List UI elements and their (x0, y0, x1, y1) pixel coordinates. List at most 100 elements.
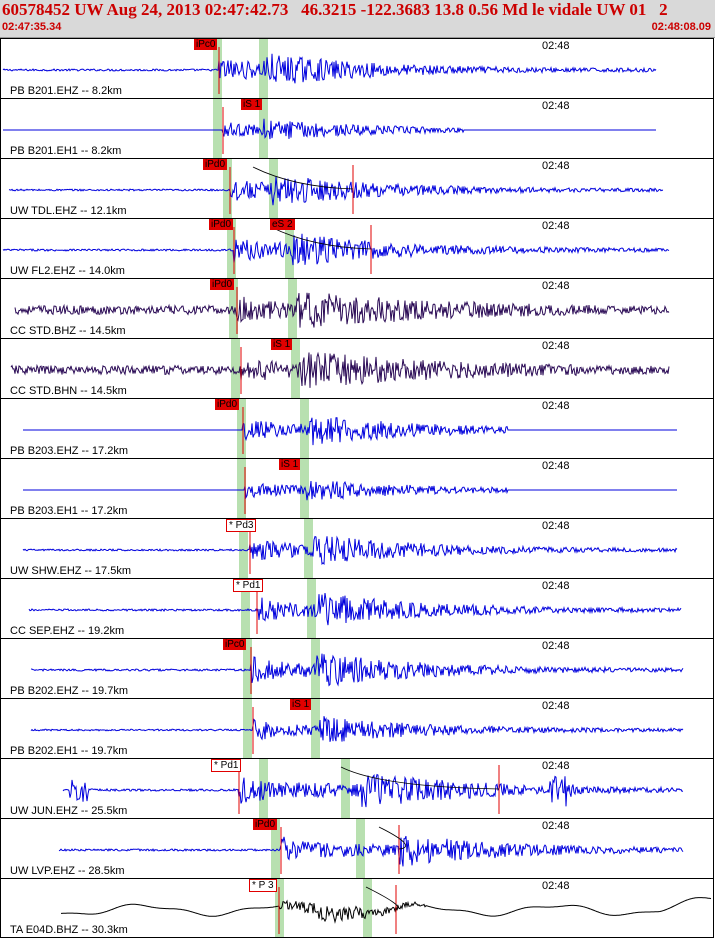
seismogram-trace-svg (2, 219, 670, 278)
event-header: 60578452 UW Aug 24, 2013 02:47:42.73 46.… (0, 0, 715, 38)
arrival-window-band (356, 819, 365, 878)
trace-panel: * Pd1 02:48 UW JUN.EHZ -- 25.5km (0, 758, 714, 818)
phase-pick-label[interactable]: * P 3 (249, 879, 277, 892)
time-tick-label: 02:48 (542, 520, 570, 532)
phase-pick-label[interactable]: iS 1 (290, 699, 312, 710)
seismogram-trace-svg (3, 99, 656, 158)
time-tick-label: 02:48 (542, 220, 570, 232)
arrival-window-band (271, 819, 280, 878)
trace-panel: iPc0 02:48 PB B202.EHZ -- 19.7km (0, 638, 714, 698)
station-channel-label: TA E04D.BHZ -- 30.3km (10, 924, 128, 936)
station-channel-label: PB B202.EHZ -- 19.7km (10, 685, 128, 697)
trace-panel: iS 1 02:48 PB B202.EH1 -- 19.7km (0, 698, 714, 758)
phase-pick-label[interactable]: iPd0 (253, 819, 278, 830)
arrival-window-band (223, 159, 232, 218)
time-tick-label: 02:48 (542, 760, 570, 772)
waveform-line (30, 653, 684, 687)
trace-panel: iS 1 02:48 PB B201.EH1 -- 8.2km (0, 98, 714, 158)
seismogram-trace-svg (22, 519, 678, 578)
time-tick-label: 02:48 (542, 340, 570, 352)
arrival-window-band (213, 39, 222, 98)
seismogram-trace-svg (30, 639, 684, 698)
seismogram-trace-svg (62, 759, 684, 818)
waveform-line (58, 835, 684, 867)
phase-pick-label[interactable]: * Pd3 (226, 519, 257, 532)
arrival-window-band (213, 99, 222, 158)
trace-panel: iPd0 eS 2 02:48 UW FL2.EHZ -- 14.0km (0, 218, 714, 278)
coda-decay-curve (252, 166, 354, 190)
arrival-window-band (237, 459, 246, 518)
time-tick-label: 02:48 (542, 100, 570, 112)
station-channel-label: UW JUN.EHZ -- 25.5km (10, 805, 128, 817)
trace-panel: iPd0 02:48 UW LVP.EHZ -- 28.5km (0, 818, 714, 878)
trace-panel: * Pd3 02:48 UW SHW.EHZ -- 17.5km (0, 518, 714, 578)
seismogram-trace-svg (2, 39, 657, 98)
trace-panel: iPd0 02:48 UW TDL.EHZ -- 12.1km (0, 158, 714, 218)
event-title: 60578452 UW Aug 24, 2013 02:47:42.73 46.… (2, 0, 668, 19)
seismogram-trace-svg (8, 159, 664, 218)
station-channel-label: PB B203.EHZ -- 17.2km (10, 445, 128, 457)
phase-pick-label[interactable]: iS 1 (279, 459, 301, 470)
waveform-line (62, 773, 684, 808)
waveform-line (2, 53, 657, 84)
arrival-window-band (304, 519, 313, 578)
seismogram-trace-svg (58, 819, 684, 878)
coda-decay-curve (270, 226, 372, 250)
time-tick-label: 02:48 (542, 400, 570, 412)
phase-pick-label[interactable]: iPc0 (223, 639, 247, 650)
seismogram-trace-svg (23, 459, 677, 518)
arrival-window-band (259, 759, 268, 818)
phase-pick-label[interactable]: eS 2 (270, 219, 295, 230)
station-channel-label: UW TDL.EHZ -- 12.1km (10, 205, 127, 217)
arrival-window-band (239, 519, 248, 578)
station-channel-label: CC STD.BHN -- 14.5km (10, 385, 127, 397)
time-tick-label: 02:48 (542, 280, 570, 292)
trace-panel: iS 1 02:48 CC STD.BHN -- 14.5km (0, 338, 714, 398)
station-channel-label: UW SHW.EHZ -- 17.5km (10, 565, 132, 577)
arrival-window-band (229, 279, 238, 338)
time-tick-label: 02:48 (542, 580, 570, 592)
phase-pick-label[interactable]: * Pd1 (233, 579, 264, 592)
trace-panel: * P 3 02:48 TA E04D.BHZ -- 30.3km (0, 878, 714, 938)
time-tick-label: 02:48 (542, 820, 570, 832)
time-tick-label: 02:48 (542, 700, 570, 712)
arrival-window-band (291, 339, 300, 398)
coda-decay-curve (340, 766, 500, 790)
arrival-window-band (237, 399, 246, 458)
waveform-line (2, 233, 670, 266)
time-tick-label: 02:48 (542, 880, 570, 892)
phase-pick-label[interactable]: iPd0 (210, 279, 235, 290)
arrival-window-band (363, 879, 372, 937)
arrival-window-band (243, 699, 252, 758)
station-channel-label: CC SEP.EHZ -- 19.2km (10, 625, 125, 637)
time-tick-label: 02:48 (542, 40, 570, 52)
phase-pick-label[interactable]: iS 1 (241, 99, 263, 110)
arrival-window-band (231, 339, 240, 398)
station-channel-label: PB B201.EH1 -- 8.2km (10, 145, 122, 157)
window-start-time: 02:47:35.34 (2, 21, 62, 33)
phase-pick-label[interactable]: iPd0 (203, 159, 228, 170)
phase-pick-label[interactable]: * Pd1 (211, 759, 242, 772)
phase-pick-label[interactable]: iPd0 (209, 219, 234, 230)
waveform-line (28, 593, 682, 626)
waveform-line (22, 535, 678, 566)
station-channel-label: UW FL2.EHZ -- 14.0km (10, 265, 125, 277)
seismogram-panels: iPc0 02:48 PB B201.EHZ -- 8.2km iS 1 02:48 PB… (0, 38, 715, 938)
waveform-line (61, 897, 712, 924)
window-end-time: 02:48:08.09 (651, 21, 711, 33)
seismogram-trace-svg (14, 279, 670, 338)
phase-pick-label[interactable]: iPd0 (215, 399, 240, 410)
seismogram-trace-svg (10, 339, 670, 398)
station-channel-label: UW LVP.EHZ -- 28.5km (10, 865, 125, 877)
time-tick-label: 02:48 (542, 640, 570, 652)
station-channel-label: PB B202.EH1 -- 19.7km (10, 745, 128, 757)
trace-panel: * Pd1 02:48 CC SEP.EHZ -- 19.2km (0, 578, 714, 638)
phase-pick-label[interactable]: iPc0 (194, 39, 218, 50)
seismogram-trace-svg (23, 399, 677, 458)
arrival-window-band (241, 579, 250, 638)
time-tick-label: 02:48 (542, 460, 570, 472)
waveform-line (23, 417, 677, 446)
coda-decay-curve (378, 826, 406, 850)
phase-pick-label[interactable]: iS 1 (271, 339, 293, 350)
arrival-window-band (269, 159, 278, 218)
